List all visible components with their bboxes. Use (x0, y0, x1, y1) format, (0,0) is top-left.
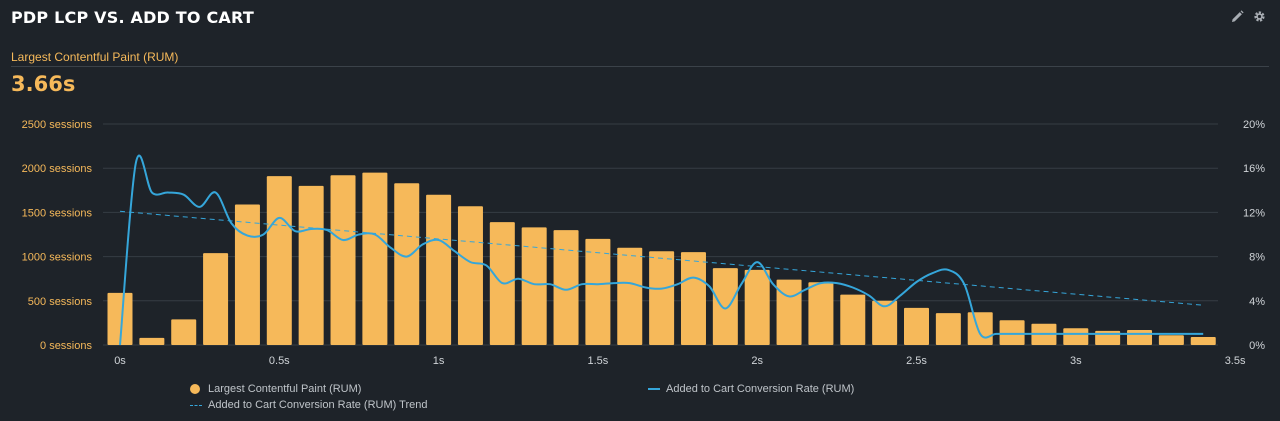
bar (1063, 328, 1089, 345)
bar (680, 252, 706, 345)
x-tick-label: 2s (751, 355, 763, 367)
bar (585, 238, 611, 345)
y-right-tick-label: 0% (1249, 340, 1265, 352)
y-right-tick-label: 16% (1243, 163, 1265, 175)
bar (872, 300, 898, 345)
bar (808, 282, 834, 345)
bar (1190, 337, 1216, 345)
header-actions (1230, 9, 1266, 23)
y-right-tick-label: 4% (1249, 296, 1265, 308)
bar (107, 292, 133, 345)
bar (999, 320, 1025, 345)
bar (394, 183, 420, 345)
y-left-tick-label: 2500 sessions (22, 119, 93, 131)
x-tick-label: 3.5s (1225, 355, 1246, 367)
bar (203, 253, 229, 345)
pencil-icon[interactable] (1230, 9, 1244, 23)
bar (426, 194, 452, 345)
bar (840, 294, 866, 345)
legend-label-bars: Largest Contentful Paint (RUM) (208, 383, 362, 395)
legend-item-line[interactable]: Added to Cart Conversion Rate (RUM) (648, 383, 854, 395)
bar (1158, 335, 1184, 345)
legend-item-bars[interactable]: Largest Contentful Paint (RUM) (190, 383, 361, 395)
y-left-tick-label: 1000 sessions (22, 252, 93, 264)
legend-dot-icon (190, 384, 200, 394)
x-tick-label: 1.5s (588, 355, 609, 367)
y-left-tick-label: 500 sessions (28, 296, 93, 308)
y-right-tick-label: 20% (1243, 119, 1265, 131)
bar (744, 269, 770, 345)
bar (298, 185, 324, 345)
bar (617, 247, 643, 345)
conversion-rate-line (119, 154, 1204, 346)
y-left-tick-label: 0 sessions (40, 340, 92, 352)
y-left-tick-label: 2000 sessions (22, 163, 93, 175)
metric-value: 3.66s (11, 72, 76, 96)
x-tick-label: 3s (1070, 355, 1082, 367)
legend-item-trend[interactable]: Added to Cart Conversion Rate (RUM) Tren… (190, 399, 427, 411)
gear-icon[interactable] (1252, 9, 1266, 23)
bar (649, 251, 675, 345)
bar (171, 319, 197, 345)
y-left-tick-label: 1500 sessions (22, 207, 93, 219)
x-tick-label: 0.5s (269, 355, 290, 367)
chart-title: PDP LCP VS. ADD TO CART (11, 8, 254, 27)
x-tick-label: 2.5s (906, 355, 927, 367)
y-right-tick-label: 12% (1243, 207, 1265, 219)
bar (330, 175, 356, 345)
bar (266, 176, 292, 345)
legend-dash-icon (190, 404, 202, 406)
bar (553, 230, 579, 345)
bar (904, 307, 929, 345)
bar (935, 313, 961, 345)
bar (457, 206, 483, 345)
legend-label-line: Added to Cart Conversion Rate (RUM) (666, 383, 855, 395)
bar (712, 268, 738, 345)
bar (234, 204, 260, 345)
legend-line-icon (648, 388, 660, 390)
bar (967, 312, 993, 345)
chart-header: PDP LCP VS. ADD TO CART (11, 8, 1280, 32)
y-right-tick-label: 8% (1249, 252, 1265, 264)
divider (11, 66, 1269, 67)
legend-label-trend: Added to Cart Conversion Rate (RUM) Tren… (208, 399, 428, 411)
x-tick-label: 1s (433, 355, 445, 367)
bar (1127, 329, 1153, 345)
trend-line (119, 210, 1204, 306)
bar (362, 172, 388, 345)
metric-label: Largest Contentful Paint (RUM) (11, 50, 179, 64)
bar (776, 279, 802, 345)
x-tick-label: 0s (114, 355, 126, 367)
bar (139, 337, 165, 345)
bar (521, 227, 547, 345)
